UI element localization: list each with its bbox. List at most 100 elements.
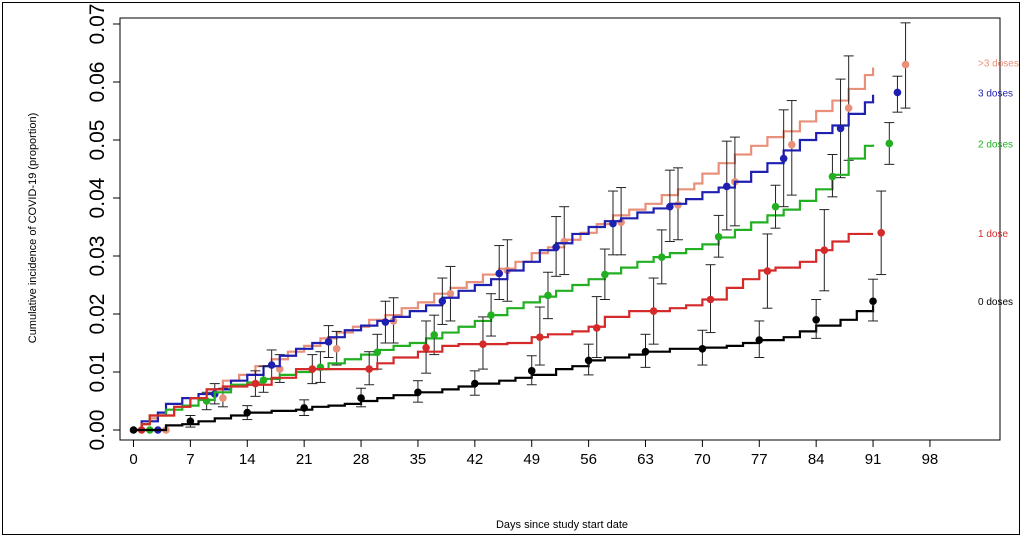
y-tick-label: 0.05 xyxy=(86,120,109,161)
data-point xyxy=(446,289,455,298)
x-tick-label: 98 xyxy=(922,451,939,468)
data-point xyxy=(722,182,731,191)
y-axis-label: Cumulative incidence of COVID-19 (propor… xyxy=(27,113,39,344)
data-point xyxy=(649,307,658,315)
data-point xyxy=(422,343,430,352)
x-tick-label: 91 xyxy=(865,451,882,468)
data-point xyxy=(755,336,764,344)
data-point xyxy=(479,340,487,348)
x-tick-label: 49 xyxy=(523,451,540,468)
x-tick-label: 70 xyxy=(694,451,711,468)
x-tick-label: 14 xyxy=(239,451,256,468)
series-label: 2 doses xyxy=(978,139,1013,150)
data-point xyxy=(219,394,227,402)
x-tick-label: 84 xyxy=(808,451,825,468)
x-tick-label: 35 xyxy=(410,451,427,468)
data-point xyxy=(844,104,853,112)
data-point xyxy=(536,333,544,342)
y-tick-label: 0.01 xyxy=(86,352,109,393)
data-point xyxy=(381,318,390,326)
data-point xyxy=(251,379,260,388)
series-3-doses: >3 doses xyxy=(133,22,1019,434)
y-tick-label: 0.04 xyxy=(86,177,109,218)
data-point xyxy=(414,388,422,397)
series-label: 1 dose xyxy=(978,229,1008,240)
data-point xyxy=(129,426,138,434)
x-tick-label: 56 xyxy=(580,451,597,468)
data-point xyxy=(828,172,837,181)
y-tick-label: 0.02 xyxy=(86,294,109,335)
data-point xyxy=(706,295,715,304)
data-point xyxy=(324,338,333,346)
data-point xyxy=(763,267,772,275)
data-point xyxy=(438,297,447,306)
series-0-doses: 0 doses xyxy=(129,278,1013,434)
series-3-doses: 3 doses xyxy=(133,75,1013,434)
y-axis: 0.00 0.01 0.02 0.03 0.04 0.05 0.06 0.07 xyxy=(86,4,120,451)
x-tick-label: 63 xyxy=(637,451,654,468)
data-point xyxy=(901,60,910,69)
data-point xyxy=(698,345,707,353)
data-point xyxy=(365,365,373,373)
data-point xyxy=(243,408,252,417)
y-tick-label: 0.03 xyxy=(86,236,109,277)
series-label: 0 doses xyxy=(978,297,1013,308)
x-tick-label: 21 xyxy=(296,451,313,468)
data-point xyxy=(787,140,796,149)
data-point xyxy=(430,331,438,339)
y-tick-label: 0.07 xyxy=(86,4,109,45)
data-point xyxy=(674,201,682,209)
y-tick-label: 0.00 xyxy=(86,410,109,451)
data-point xyxy=(893,88,902,97)
series-line xyxy=(133,144,875,432)
data-point xyxy=(527,367,536,375)
data-point xyxy=(641,347,650,356)
series-line xyxy=(133,232,874,432)
data-point xyxy=(779,154,788,163)
data-point xyxy=(495,269,504,278)
data-point xyxy=(609,219,617,228)
x-tick-label: 7 xyxy=(186,451,194,468)
data-point xyxy=(552,243,560,252)
x-axis-label: Days since study start date xyxy=(496,519,628,531)
data-point xyxy=(487,311,495,319)
data-point xyxy=(300,404,308,412)
plot-area xyxy=(119,17,1001,441)
data-point xyxy=(877,229,885,237)
data-point xyxy=(601,270,609,279)
data-point xyxy=(357,394,365,402)
data-point xyxy=(885,139,894,148)
y-tick-label: 0.06 xyxy=(86,62,109,103)
series-2-doses: 2 doses xyxy=(133,122,1013,434)
x-tick-label: 77 xyxy=(751,451,768,468)
plot-border xyxy=(119,17,1001,441)
data-point xyxy=(869,297,877,306)
series-label: >3 doses xyxy=(978,59,1019,70)
data-point xyxy=(820,246,829,254)
x-axis: 0 7 14 21 28 35 42 49 56 63 70 77 84 91 98 xyxy=(129,440,938,468)
series-layer: >3 doses 3 doses 2 doses 1 dose 0 doses xyxy=(129,22,1019,434)
x-tick-label: 0 xyxy=(129,451,137,468)
x-tick-label: 42 xyxy=(466,451,483,468)
data-point xyxy=(332,345,341,353)
data-point xyxy=(836,124,845,133)
series-line xyxy=(133,94,875,432)
series-1-dose: 1 dose xyxy=(133,190,1008,434)
data-point xyxy=(584,356,593,365)
data-point xyxy=(657,253,666,261)
data-point xyxy=(267,361,276,369)
data-point xyxy=(771,202,780,211)
x-tick-label: 28 xyxy=(353,451,370,468)
data-point xyxy=(592,324,601,332)
data-point xyxy=(812,316,820,324)
data-point xyxy=(373,348,382,357)
data-point xyxy=(308,365,317,373)
series-label: 3 doses xyxy=(978,88,1013,99)
series-line xyxy=(133,67,875,432)
data-point xyxy=(544,291,552,300)
data-point xyxy=(259,376,268,384)
data-point xyxy=(714,233,723,241)
data-point xyxy=(186,417,195,426)
data-point xyxy=(666,202,674,211)
